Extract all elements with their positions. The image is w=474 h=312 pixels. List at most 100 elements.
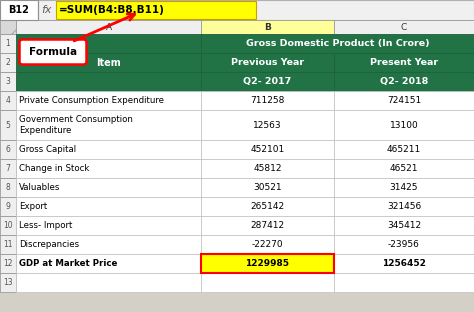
Bar	[0, 0, 38, 20]
Bar	[16, 159, 201, 178]
Bar	[16, 178, 201, 197]
Bar	[201, 20, 334, 34]
Text: 1: 1	[6, 39, 10, 48]
Text: Valuables: Valuables	[19, 183, 60, 192]
Bar	[16, 235, 201, 254]
Bar	[0, 20, 16, 34]
Text: Formula: Formula	[29, 47, 77, 57]
Text: 1229985: 1229985	[246, 259, 290, 268]
Bar	[0, 110, 16, 140]
Text: Government Consumption
Expenditure: Government Consumption Expenditure	[19, 115, 133, 135]
Bar	[0, 91, 16, 110]
Text: 345412: 345412	[387, 221, 421, 230]
Bar	[201, 178, 334, 197]
Bar	[334, 110, 474, 140]
Text: 2: 2	[6, 58, 10, 67]
Bar	[16, 20, 201, 34]
Bar	[334, 53, 474, 72]
Bar	[16, 273, 201, 292]
FancyBboxPatch shape	[19, 40, 86, 65]
Bar	[201, 159, 334, 178]
Text: -23956: -23956	[388, 240, 420, 249]
Text: B12: B12	[9, 5, 29, 15]
Text: 452101: 452101	[250, 145, 284, 154]
Text: 465211: 465211	[387, 145, 421, 154]
Text: 8: 8	[6, 183, 10, 192]
Bar	[0, 197, 16, 216]
Text: Item: Item	[96, 57, 121, 67]
Text: 1256452: 1256452	[382, 259, 426, 268]
Bar	[0, 0, 474, 20]
Bar	[334, 159, 474, 178]
Text: 287412: 287412	[250, 221, 284, 230]
Bar	[334, 273, 474, 292]
Text: 46521: 46521	[390, 164, 418, 173]
Bar	[0, 254, 16, 273]
Bar	[201, 110, 334, 140]
Bar	[16, 53, 201, 72]
Text: 12563: 12563	[253, 120, 282, 129]
Bar	[334, 72, 474, 91]
Bar	[334, 254, 474, 273]
Text: 6: 6	[6, 145, 10, 154]
Text: 13100: 13100	[390, 120, 419, 129]
Bar	[0, 273, 16, 292]
Text: Private Consumption Expenditure: Private Consumption Expenditure	[19, 96, 164, 105]
Text: fx: fx	[42, 5, 52, 15]
Text: =SUM(B4:B8,B11): =SUM(B4:B8,B11)	[59, 5, 165, 15]
Text: 13: 13	[3, 278, 13, 287]
Text: 10: 10	[3, 221, 13, 230]
Text: Q2- 2017: Q2- 2017	[243, 77, 292, 86]
Bar	[201, 34, 474, 53]
Bar	[0, 235, 16, 254]
Text: 11: 11	[3, 240, 13, 249]
Text: 265142: 265142	[250, 202, 284, 211]
Bar	[201, 235, 334, 254]
Text: A: A	[105, 22, 111, 32]
Bar	[16, 91, 201, 110]
Bar	[201, 273, 334, 292]
Bar	[334, 91, 474, 110]
Text: -22270: -22270	[252, 240, 283, 249]
Bar	[16, 197, 201, 216]
Text: 5: 5	[6, 120, 10, 129]
Text: Q2- 2018: Q2- 2018	[380, 77, 428, 86]
Bar	[334, 140, 474, 159]
Bar	[201, 72, 334, 91]
Text: Previous Year: Previous Year	[231, 58, 304, 67]
Text: Gross Capital: Gross Capital	[19, 145, 76, 154]
Bar	[201, 53, 334, 72]
Text: 724151: 724151	[387, 96, 421, 105]
Text: Change in Stock: Change in Stock	[19, 164, 90, 173]
Bar	[201, 216, 334, 235]
Bar	[16, 110, 201, 140]
Text: B: B	[264, 22, 271, 32]
Bar	[334, 197, 474, 216]
Text: 9: 9	[6, 202, 10, 211]
Bar	[201, 140, 334, 159]
Bar	[334, 178, 474, 197]
Text: 12: 12	[3, 259, 13, 268]
Bar	[0, 216, 16, 235]
Bar	[56, 1, 256, 19]
Bar	[16, 72, 201, 91]
Text: 711258: 711258	[250, 96, 285, 105]
Bar	[0, 178, 16, 197]
Bar	[0, 140, 16, 159]
Text: C: C	[401, 22, 407, 32]
Text: 45812: 45812	[253, 164, 282, 173]
Bar	[201, 91, 334, 110]
Bar	[334, 235, 474, 254]
Text: Export: Export	[19, 202, 47, 211]
Text: Less- Import: Less- Import	[19, 221, 73, 230]
Bar	[334, 216, 474, 235]
Text: Gross Domestic Product (In Crore): Gross Domestic Product (In Crore)	[246, 39, 429, 48]
Text: GDP at Market Price: GDP at Market Price	[19, 259, 118, 268]
Text: 30521: 30521	[253, 183, 282, 192]
Text: 31425: 31425	[390, 183, 418, 192]
Bar	[16, 34, 201, 53]
Text: 3: 3	[6, 77, 10, 86]
Text: 4: 4	[6, 96, 10, 105]
Bar	[16, 216, 201, 235]
Bar	[334, 20, 474, 34]
